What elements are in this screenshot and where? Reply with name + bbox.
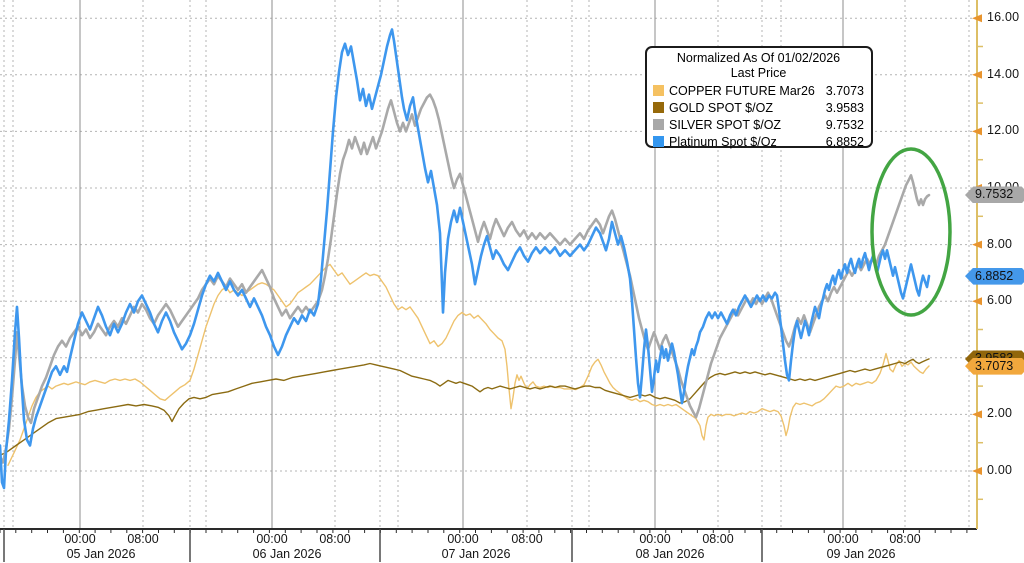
x-date-label: 05 Jan 2026 [66, 547, 136, 561]
legend-row: SILVER SPOT $/OZ 9.7532 [653, 116, 864, 133]
legend-row: Platinum Spot $/Oz 6.8852 [653, 133, 864, 150]
legend-swatch-icon [653, 119, 664, 130]
legend-series-name: SILVER SPOT $/OZ [669, 117, 782, 132]
x-time-label: 08:00 [319, 532, 351, 546]
x-time-label: 08:00 [702, 532, 734, 546]
x-time-label: 00:00 [447, 532, 479, 546]
y-tick-label: 6.00 [987, 293, 1013, 308]
highlight-ellipse [870, 147, 952, 317]
legend-series-name: COPPER FUTURE Mar26 [669, 83, 815, 98]
y-tick-arrow-icon [972, 70, 982, 79]
price-badge-platinum: 6.8852 [965, 267, 1024, 285]
price-badge-copper: 3.7073 [965, 357, 1024, 375]
y-tick-label: 12.00 [987, 123, 1020, 138]
x-time-label: 00:00 [827, 532, 859, 546]
series-gold [0, 358, 930, 457]
y-tick-label: 16.00 [987, 10, 1020, 25]
y-axis [972, 0, 983, 529]
y-tick-arrow-icon [972, 240, 982, 249]
y-tick-label: 8.00 [987, 236, 1013, 251]
y-tick-label: 14.00 [987, 66, 1020, 81]
x-date-label: 07 Jan 2026 [441, 547, 511, 561]
gridlines [0, 0, 977, 529]
series-silver [0, 93, 931, 464]
x-date-label: 06 Jan 2026 [252, 547, 322, 561]
y-tick-arrow-icon [972, 297, 982, 306]
price-badge-silver: 9.7532 [965, 186, 1024, 204]
legend-series-name: GOLD SPOT $/OZ [669, 100, 773, 115]
x-time-label: 08:00 [889, 532, 921, 546]
x-time-label: 00:00 [639, 532, 671, 546]
y-tick-arrow-icon [972, 467, 982, 475]
x-axis [0, 528, 977, 562]
legend-series-value: 3.9583 [825, 100, 864, 115]
legend-swatch-icon [653, 102, 664, 113]
legend-swatch-icon [653, 85, 664, 96]
y-tick-label: 0.00 [987, 463, 1013, 477]
y-tick-arrow-icon [972, 127, 982, 136]
legend-title: Normalized As Of 01/02/2026 [676, 51, 841, 65]
legend-series-name: Platinum Spot $/Oz [669, 134, 777, 149]
y-tick-label: 2.00 [987, 406, 1013, 421]
y-tick-arrow-icon [972, 14, 982, 23]
x-time-label: 00:00 [256, 532, 288, 546]
legend-box[interactable]: Normalized As Of 01/02/2026 Last Price C… [645, 46, 873, 150]
legend-swatch-icon [653, 136, 664, 147]
x-date-label: 09 Jan 2026 [826, 547, 896, 561]
x-time-label: 00:00 [64, 532, 96, 546]
x-date-label: 08 Jan 2026 [635, 547, 705, 561]
legend-series-value: 9.7532 [825, 117, 864, 132]
legend-series-value: 6.8852 [825, 134, 864, 149]
y-tick-arrow-icon [972, 410, 982, 419]
legend-rows: COPPER FUTURE Mar26 3.7073 GOLD SPOT $/OZ 3… [653, 82, 864, 150]
series-platinum [0, 28, 931, 490]
x-time-label: 08:00 [511, 532, 543, 546]
legend-series-value: 3.7073 [825, 83, 864, 98]
legend-row: GOLD SPOT $/OZ 3.9583 [653, 99, 864, 116]
x-time-label: 08:00 [127, 532, 159, 546]
legend-subtitle: Last Price [730, 66, 787, 80]
legend-row: COPPER FUTURE Mar26 3.7073 [653, 82, 864, 99]
